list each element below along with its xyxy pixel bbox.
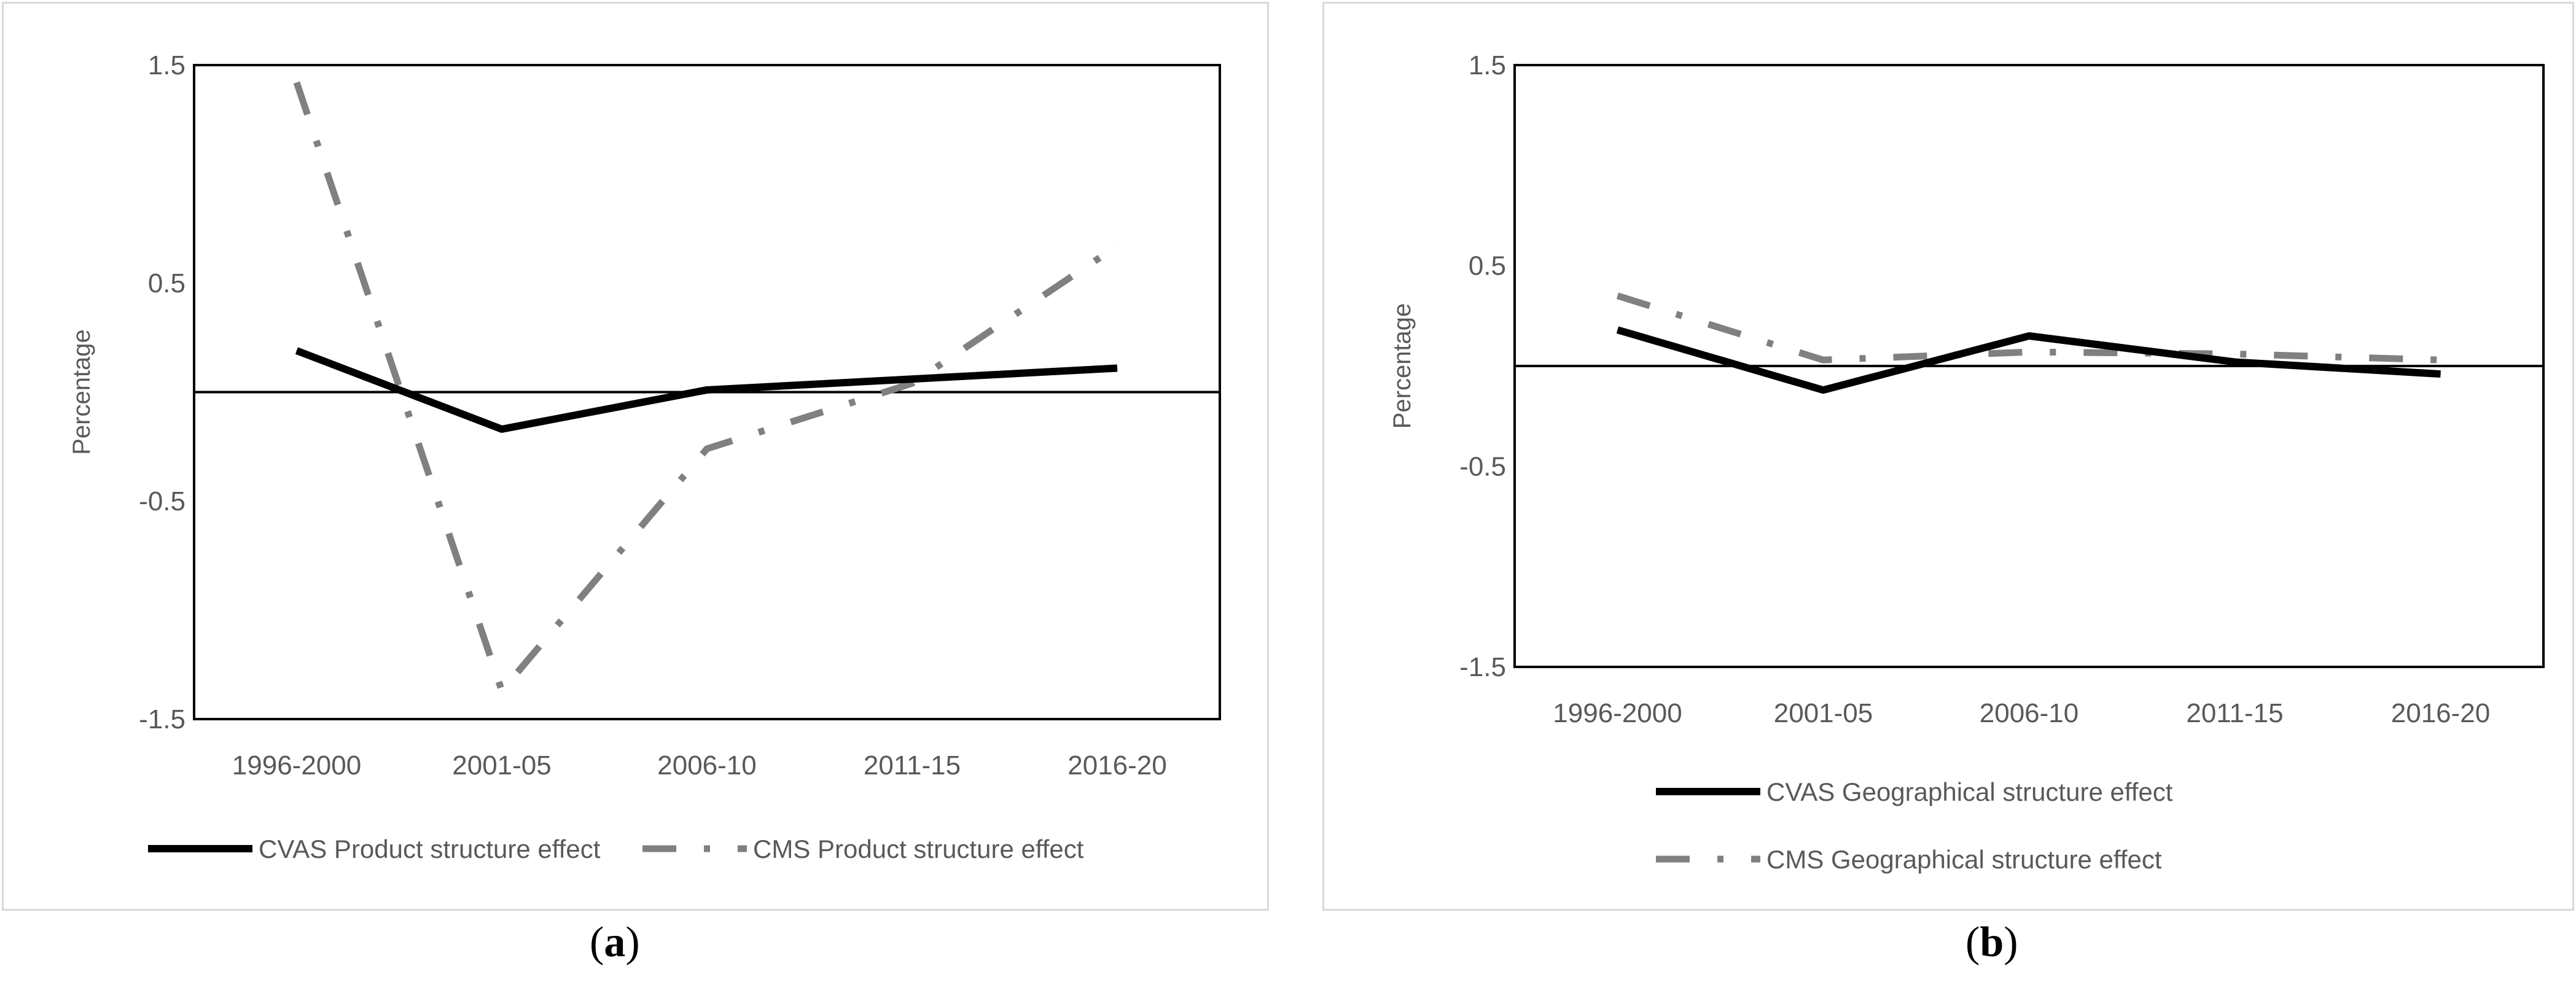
caption-a: (a) — [590, 919, 640, 966]
x-tick-label: 2006-10 — [1980, 698, 2078, 728]
x-tick-label: 2001-05 — [1774, 698, 1873, 728]
y-tick-label: -0.5 — [1459, 451, 1506, 481]
legend-label: CMS Product structure effect — [753, 835, 1084, 863]
y-tick-label: 0.5 — [1469, 251, 1506, 281]
x-tick-label: 2016-20 — [2391, 698, 2490, 728]
data-point — [911, 383, 913, 384]
y-tick-label: 0.5 — [148, 268, 185, 298]
chart-panel-a: 1.5 0.5 -0.5 -1.5 Percentage 1996-2000 2001-05… — [2, 2, 1269, 911]
x-tick-label: 2016-20 — [1067, 750, 1166, 781]
x-tick-label: 1996-2000 — [1553, 698, 1682, 728]
chart-panel-b: 1.5 0.5 -0.5 -1.5 Percentage 1996-2000 2001-05… — [1322, 2, 2574, 911]
data-point — [706, 448, 708, 450]
y-tick-label: -0.5 — [139, 486, 185, 516]
legend-label: CMS Geographical structure effect — [1766, 845, 2162, 874]
data-point — [911, 378, 913, 380]
y-axis-label: Percentage — [68, 329, 95, 455]
x-tick-label: 1996-2000 — [232, 750, 361, 781]
x-tick-label: 2001-05 — [452, 750, 551, 781]
caption-b: (b) — [1965, 919, 2018, 966]
chart-b-svg: 1.5 0.5 -0.5 -1.5 Percentage 1996-2000 2001-05… — [1389, 50, 2545, 874]
x-tick-label: 2011-15 — [864, 750, 961, 781]
legend-label: CVAS Geographical structure effect — [1766, 777, 2173, 806]
y-tick-label: 1.5 — [1469, 50, 1506, 80]
y-tick-label: 1.5 — [148, 50, 185, 80]
legend-label: CVAS Product structure effect — [259, 835, 601, 863]
series-line-cvas — [1616, 326, 2441, 394]
data-point — [2440, 373, 2441, 375]
y-tick-label: -1.5 — [1459, 652, 1506, 682]
x-tick-label: 2006-10 — [657, 750, 756, 781]
chart-a-svg: 1.5 0.5 -0.5 -1.5 Percentage 1996-2000 2001-05… — [68, 50, 1221, 863]
data-point — [706, 389, 708, 391]
y-tick-label: -1.5 — [139, 704, 185, 734]
data-point — [1823, 389, 1824, 391]
data-point — [1617, 295, 1618, 297]
series-line-cms — [1616, 292, 2441, 364]
x-tick-label: 2011-15 — [2186, 698, 2283, 728]
y-axis-label: Percentage — [1389, 303, 1416, 429]
